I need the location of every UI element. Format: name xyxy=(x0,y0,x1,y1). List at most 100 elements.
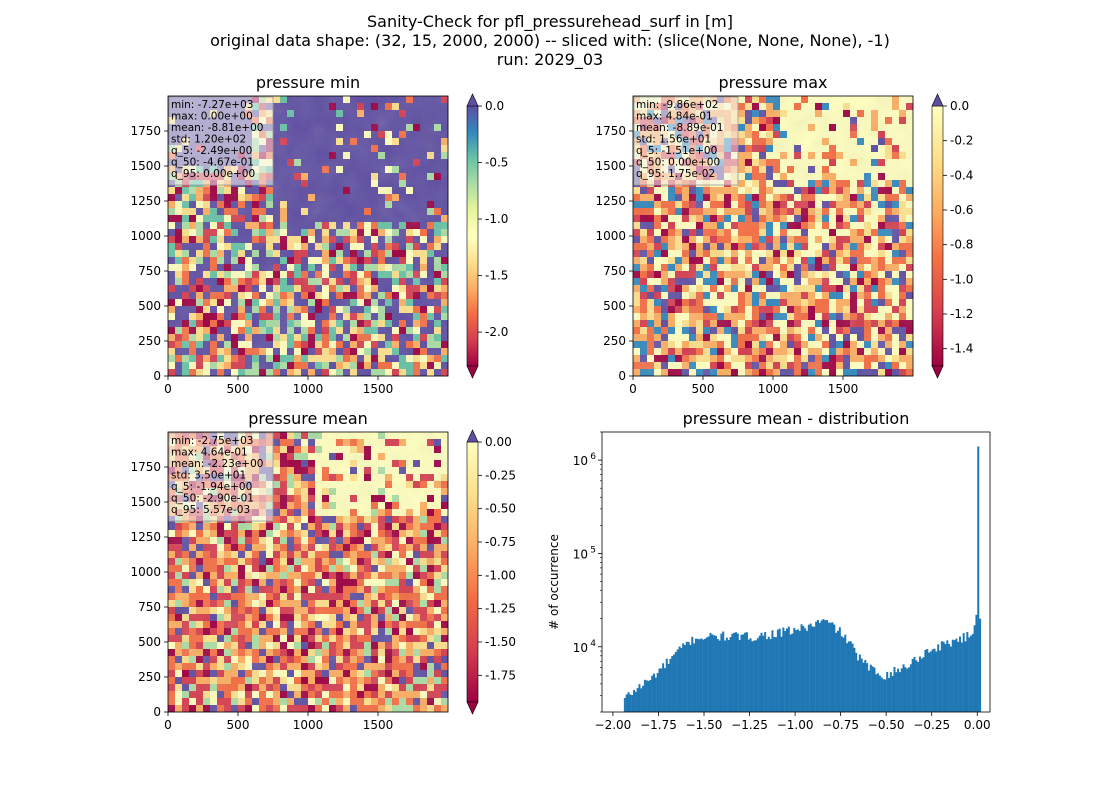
histogram-bar xyxy=(873,667,876,712)
histogram-bar xyxy=(869,664,872,712)
histogram-bar xyxy=(906,668,909,712)
histogram-bar xyxy=(959,636,962,712)
histogram-bar xyxy=(731,633,734,712)
x-tick-label: −0.75 xyxy=(822,718,859,732)
histogram-bar xyxy=(623,698,626,712)
histogram-bar xyxy=(818,622,821,712)
histogram-bar xyxy=(973,625,976,712)
histogram-bar xyxy=(915,660,918,712)
colorbar-extend-top xyxy=(466,93,479,107)
y-tick-exponent: 5 xyxy=(590,545,596,555)
stats-line: std: 3.50e+01 xyxy=(171,470,246,482)
histogram-bar xyxy=(926,649,929,712)
histogram-bar xyxy=(822,619,825,712)
colorbar-gradient xyxy=(466,441,479,703)
y-tick-label: 250 xyxy=(138,670,161,684)
histogram-bar xyxy=(920,658,923,712)
histogram-bar xyxy=(707,636,710,712)
y-tick-label: 750 xyxy=(138,600,161,614)
y-tick-exponent: 6 xyxy=(590,452,596,462)
histogram-bar xyxy=(773,636,776,712)
histogram-bar xyxy=(851,643,854,712)
histogram-bar xyxy=(878,675,881,712)
histogram-bar xyxy=(904,667,907,712)
y-tick-label: 0 xyxy=(153,369,161,383)
histogram-bar xyxy=(875,674,878,712)
stats-line: mean: -8.81e+00 xyxy=(171,122,263,134)
histogram-bar xyxy=(704,638,707,712)
y-tick-label: 1250 xyxy=(130,194,161,208)
histogram-bar xyxy=(634,691,637,712)
histogram-bar xyxy=(829,622,832,712)
histogram-bar xyxy=(847,641,850,712)
histogram-bar xyxy=(897,668,900,712)
histogram-bar xyxy=(740,634,743,712)
colorbar-tick-label: 0.00 xyxy=(485,435,512,449)
histogram-bar xyxy=(929,651,932,712)
x-tick-label: −0.50 xyxy=(868,718,905,732)
histogram-bar xyxy=(724,640,727,712)
histogram-bar xyxy=(840,636,843,712)
histogram-bar xyxy=(957,641,960,712)
histogram-bar xyxy=(689,644,692,712)
histogram-bar xyxy=(842,637,845,712)
x-tick-label: 1500 xyxy=(828,382,859,396)
x-tick-label: 500 xyxy=(227,382,250,396)
histogram-bar xyxy=(649,679,652,712)
histogram-bar xyxy=(755,640,758,712)
histogram-bar xyxy=(751,641,754,712)
axes-frame xyxy=(601,431,991,713)
colorbar-tick-label: -0.8 xyxy=(950,238,973,252)
histogram-bar xyxy=(776,629,779,712)
histogram-bar xyxy=(877,673,880,712)
histogram-bar xyxy=(867,670,870,712)
histogram-bar xyxy=(693,643,696,712)
histogram-bar xyxy=(880,677,883,712)
colorbar-tick-label: -0.25 xyxy=(485,468,516,482)
histogram-bar xyxy=(667,663,670,712)
histogram-bar xyxy=(935,651,938,712)
histogram-bar xyxy=(902,664,905,712)
histogram-bar xyxy=(627,692,630,712)
histogram-bar xyxy=(769,639,772,712)
histogram-bar xyxy=(858,654,861,712)
histogram-bar xyxy=(971,633,974,712)
histogram-bar xyxy=(663,668,666,712)
histogram-bar xyxy=(911,658,914,712)
y-tick-label: 500 xyxy=(603,299,626,313)
histogram-bar xyxy=(669,658,672,712)
histogram-bar xyxy=(955,638,958,712)
x-tick-label: −1.25 xyxy=(731,718,768,732)
histogram-bar xyxy=(778,628,781,712)
histogram-bar xyxy=(811,626,814,712)
x-tick-label: 0 xyxy=(164,382,172,396)
histogram-bar xyxy=(835,632,838,712)
colorbar-tick-label: -1.2 xyxy=(950,307,973,321)
histogram-bar xyxy=(807,624,810,712)
title-line-1: Sanity-Check for pfl_pressurehead_surf i… xyxy=(367,12,733,31)
histogram-bar xyxy=(838,627,841,712)
histogram-bar xyxy=(887,677,891,712)
histogram-bar xyxy=(898,672,901,712)
histogram-bar xyxy=(680,648,683,712)
y-tick-label: 1000 xyxy=(130,565,161,579)
histogram-bar xyxy=(696,638,699,712)
histogram-bar xyxy=(733,632,736,712)
histogram-bar xyxy=(638,684,641,712)
histogram-bar xyxy=(764,632,767,712)
histogram-bar xyxy=(698,639,701,712)
x-tick-label: 0.00 xyxy=(964,718,991,732)
stats-line: min: -2.75e+03 xyxy=(171,435,253,447)
histogram-bar xyxy=(864,660,867,712)
histogram-bar xyxy=(725,637,728,712)
histogram-bar xyxy=(962,633,965,712)
stats-line: q_5: -1.94e+00 xyxy=(171,481,252,493)
y-tick-label: 750 xyxy=(138,264,161,278)
histogram-bar xyxy=(975,614,978,712)
histogram-bar xyxy=(815,621,818,712)
histogram-bar xyxy=(760,632,763,712)
y-tick-label: 1000 xyxy=(595,229,626,243)
histogram-bar xyxy=(953,640,956,712)
histogram-bar xyxy=(931,649,934,712)
